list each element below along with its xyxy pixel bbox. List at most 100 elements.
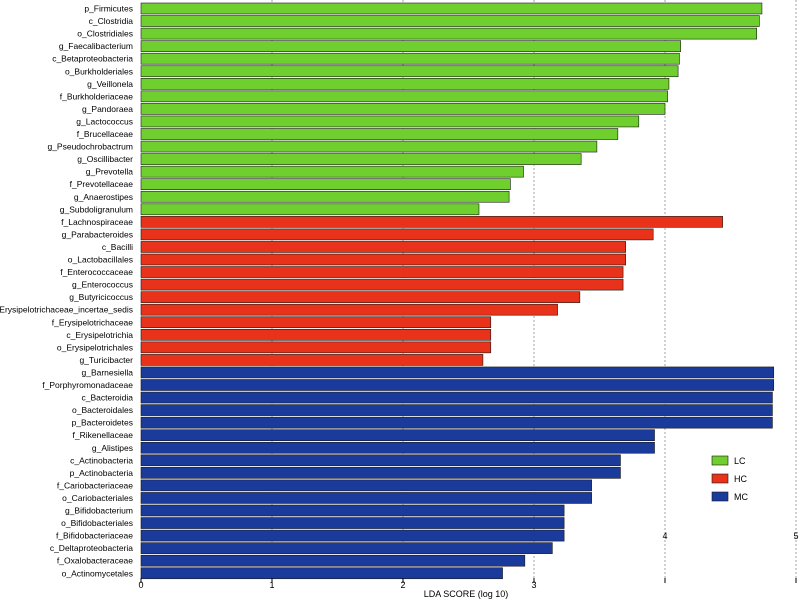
category-label: f_Lachnospiraceae <box>61 217 133 227</box>
bar-f_Lachnospiraceae <box>140 216 723 228</box>
category-label: p_Bacteroidetes <box>72 418 133 428</box>
tick-label: 2 <box>400 580 405 590</box>
bar-o_Clostridiales <box>140 27 758 40</box>
category-label: g_Erysipelotrichaceae_incertae_sedis <box>0 305 133 315</box>
bar-f_Porphyromonadaceae <box>140 379 775 391</box>
category-label: g_Lactococcus <box>76 116 133 126</box>
category-label: c_Clostridia <box>89 16 134 26</box>
bar-g_Barnesiella <box>140 366 775 379</box>
category-label: g_Butyricicoccus <box>69 292 133 302</box>
category-label: g_Pseudochrobactrum <box>47 142 133 152</box>
category-label: o_Bacteroidales <box>72 405 133 415</box>
tick-label: 5 <box>793 531 798 541</box>
bar-g_Anaerostipes <box>140 190 510 203</box>
legend-label: MC <box>734 492 748 502</box>
bar-f_Bifidobacteriaceae <box>140 529 565 542</box>
category-label: c_Betaproteobacteria <box>52 54 133 64</box>
category-label: o_Clostridiales <box>77 29 133 39</box>
category-label: p_Actinobacteria <box>70 468 134 478</box>
bar-g_Subdoligranulum <box>140 203 480 216</box>
category-label: c_Bacilli <box>102 242 133 252</box>
bar-g_Oscillibacter <box>140 153 582 165</box>
legend-swatch-MC <box>711 491 729 502</box>
category-label: f_Brucellaceae <box>77 129 134 139</box>
bar-g_Butyricicoccus <box>140 291 581 303</box>
bar-c_Betaproteobacteria <box>140 52 680 65</box>
legend-swatch-LC <box>711 455 729 466</box>
tick-label: 4 <box>662 531 667 541</box>
bar-o_Lactobacillales <box>140 253 627 266</box>
bar-g_Bifidobacterium <box>140 504 565 517</box>
legend: LC HC MC <box>711 455 748 502</box>
bar-g_Parabacteroides <box>140 228 654 241</box>
bar-f_Rikenellaceae <box>140 429 655 442</box>
category-label: g_Veillonela <box>87 79 133 89</box>
bars-group <box>140 2 775 580</box>
category-label: g_Oscillibacter <box>77 154 133 164</box>
category-label: f_Oxalobacteraceae <box>57 556 133 566</box>
category-label: f_Porphyromonadaceae <box>42 380 133 390</box>
bar-o_Bifidobacteriales <box>140 517 565 529</box>
bar-c_Bacteroidia <box>140 391 773 404</box>
category-label: g_Subdoligranulum <box>60 204 133 214</box>
bar-g_Turicibacter <box>140 354 484 366</box>
bar-g_Faecalibacterium <box>140 40 682 52</box>
category-label: o_Actinomycetales <box>62 568 133 578</box>
category-label: c_Bacteroidia <box>81 393 133 403</box>
category-label: f_Burkholderiaceae <box>60 91 134 101</box>
category-label: f_Cariobacteriaceae <box>57 480 133 490</box>
category-label: o_Bifidobacteriales <box>61 518 133 528</box>
category-label: g_Anaerostipes <box>74 192 133 202</box>
category-label: g_Pandoraea <box>82 104 133 114</box>
bar-p_Firmicutes <box>140 2 763 15</box>
category-label: f_Rikenellaceae <box>73 430 134 440</box>
category-label: g_Enterococcus <box>72 280 133 290</box>
bar-c_Bacilli <box>140 241 627 253</box>
category-label: f_Enterococcaceae <box>60 267 133 277</box>
bar-o_Cariobacteriales <box>140 492 592 504</box>
category-label: g_Turicibacter <box>79 355 133 365</box>
category-label: p_Firmicutes <box>84 4 133 14</box>
bar-p_Actinobacteria <box>140 467 621 479</box>
bar-c_Actinobacteria <box>140 454 621 467</box>
bar-f_Burkholderiaceae <box>140 90 668 103</box>
category-label: c_Actinobacteria <box>70 455 133 465</box>
category-labels: p_Firmicutes c_Clostridia o_Clostridialesg… <box>0 4 133 579</box>
category-label: c_Erysipelotrichia <box>66 330 133 340</box>
category-label: o_Burkholderiales <box>65 66 133 76</box>
bar-c_Erysipelotrichia <box>140 328 492 341</box>
bar-o_Bacteroidales <box>140 404 773 416</box>
bar-o_Burkholderiales <box>140 65 679 78</box>
bar-f_Brucellaceae <box>140 128 619 140</box>
legend-label: LC <box>734 456 746 466</box>
category-label: o_Lactobacillales <box>68 255 133 265</box>
category-label: g_Prevotella <box>86 167 134 177</box>
legend-swatch-HC <box>711 473 729 484</box>
tick-label: 1 <box>269 580 274 590</box>
tick-label: 3 <box>531 580 536 590</box>
bar-g_Prevotella <box>140 165 524 178</box>
bar-o_Erysipelotrichales <box>140 341 492 354</box>
bar-f_Oxalobacteraceae <box>140 554 526 567</box>
bar-g_Lactococcus <box>140 115 640 128</box>
bar-c_Clostridia <box>140 15 760 27</box>
bar-g_Alistipes <box>140 441 655 454</box>
x-axis-label: LDA SCORE (log 10) <box>424 589 509 599</box>
bar-f_Cariobacteriaceae <box>140 479 592 492</box>
category-label: g_Alistipes <box>92 443 133 453</box>
bar-f_Enterococcaceae <box>140 266 624 278</box>
category-label: o_Cariobacteriales <box>62 493 133 503</box>
bar-c_Deltaproteobacteria <box>140 542 553 554</box>
category-label: g_Bifidobacterium <box>65 506 133 516</box>
bar-p_Bacteroidetes <box>140 416 773 429</box>
x-axis: 0 1 2 3 4 5 <box>138 531 798 590</box>
bar-o_Actinomycetales <box>140 567 503 580</box>
category-label: g_Parabacteroides <box>62 229 133 239</box>
legend-label: HC <box>734 474 747 484</box>
bar-g_Enterococcus <box>140 278 624 291</box>
bar-g_Pseudochrobactrum <box>140 140 598 153</box>
bar-f_Erysipelotrichaceae <box>140 316 492 329</box>
bar-g_Veillonela <box>140 78 670 90</box>
category-label: g_Barnesiella <box>81 367 133 377</box>
category-label: g_Faecalibacterium <box>59 41 133 51</box>
